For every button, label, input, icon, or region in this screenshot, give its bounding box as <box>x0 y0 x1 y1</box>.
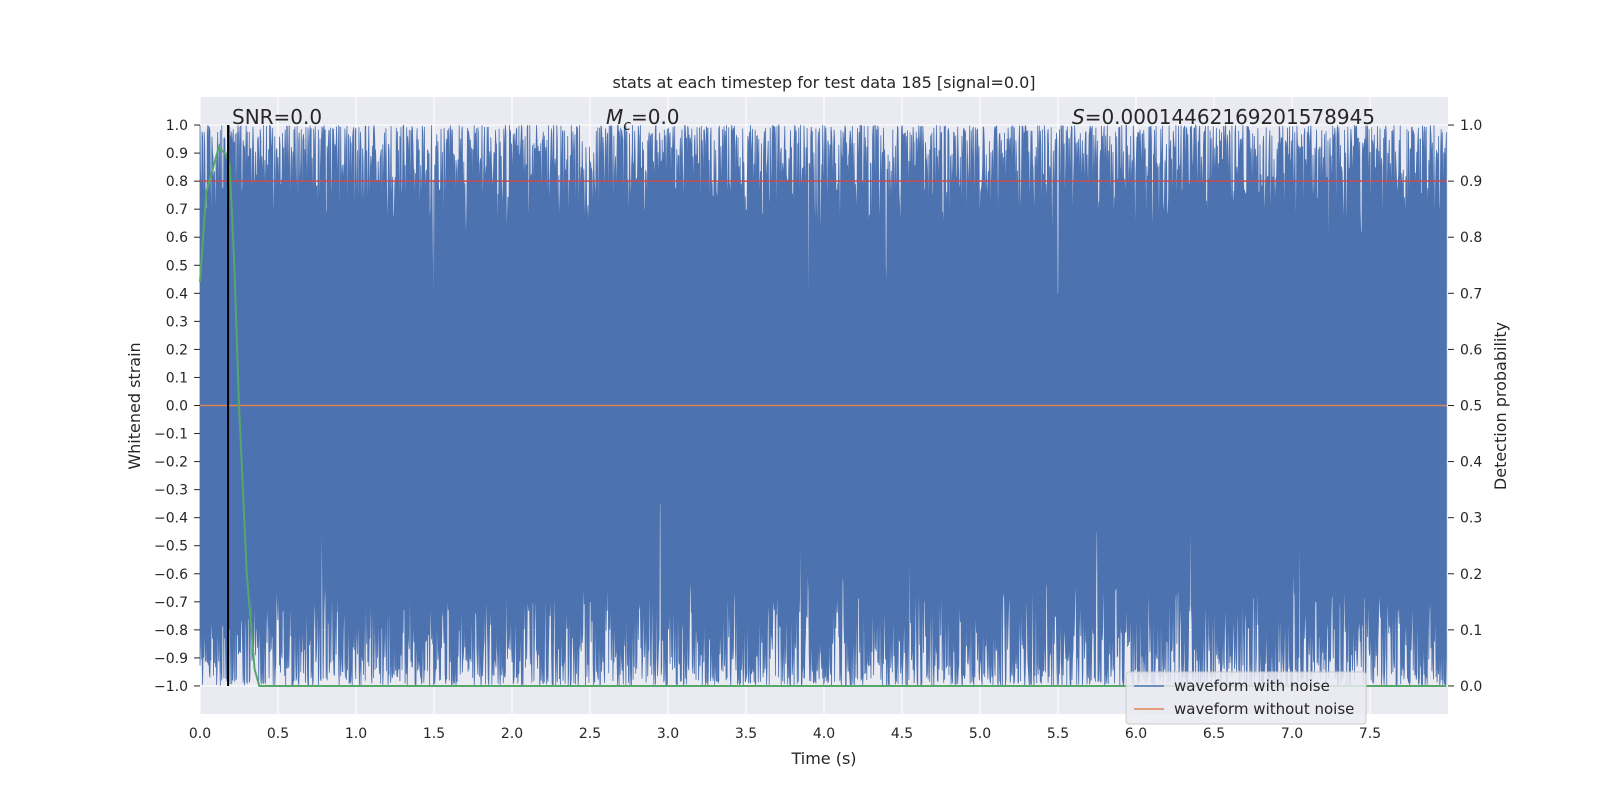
y-tick-label: 0.8 <box>166 174 188 190</box>
y-tick-label: −0.2 <box>154 455 188 471</box>
y-tick-label: 0.6 <box>166 230 188 246</box>
x-axis-ticks: 0.0 0.5 1.0 1.5 2.0 2.5 3.0 3.5 4.0 4.5 5.0 5.5 6.0 6… <box>189 726 1381 742</box>
right-axis-label: Detection probability <box>1491 322 1510 490</box>
y-tick-label: −0.3 <box>154 483 188 499</box>
x-tick-label: 3.0 <box>657 726 679 742</box>
s-value: =0.00014462169201578945 <box>1085 105 1375 129</box>
y-tick-label: 0.1 <box>166 370 188 386</box>
x-tick-label: 0.0 <box>189 726 211 742</box>
x-tick-label: 7.5 <box>1359 726 1381 742</box>
y-tick-label: 0.9 <box>166 146 188 162</box>
chirp-mass-symbol: M <box>606 105 623 129</box>
chart-title: stats at each timestep for test data 185… <box>612 73 1035 92</box>
y-tick-label: 0.7 <box>166 202 188 218</box>
x-tick-label: 6.5 <box>1203 726 1225 742</box>
chirp-mass-subscript: c <box>623 118 631 134</box>
y-tick-label: −0.1 <box>154 427 188 443</box>
y-tick-label: −0.6 <box>154 567 188 583</box>
x-tick-label: 4.0 <box>813 726 835 742</box>
x-axis-label: Time (s) <box>790 749 856 768</box>
right-axis-ticks: 1.0 0.9 0.8 0.7 0.6 0.5 0.4 0.3 0.2 0.1 0.0 <box>1448 118 1482 695</box>
x-tick-label: 0.5 <box>267 726 289 742</box>
x-tick-label: 5.5 <box>1047 726 1069 742</box>
y-tick-label: −0.5 <box>154 539 188 555</box>
legend-label-noise: waveform with noise <box>1174 677 1330 695</box>
x-tick-label: 2.5 <box>579 726 601 742</box>
x-tick-label: 5.0 <box>969 726 991 742</box>
series-layer <box>199 123 1447 688</box>
x-tick-label: 4.5 <box>891 726 913 742</box>
right-tick-label: 0.3 <box>1460 511 1482 527</box>
y-tick-label: 1.0 <box>166 118 188 134</box>
snr-annotation: SNR=0.0 <box>232 105 322 129</box>
right-tick-label: 0.0 <box>1460 679 1482 695</box>
legend: waveform with noise waveform without noi… <box>1125 671 1367 725</box>
chirp-mass-value: =0.0 <box>631 105 680 129</box>
x-tick-label: 6.0 <box>1125 726 1147 742</box>
right-tick-label: 0.7 <box>1460 286 1482 302</box>
x-tick-label: 2.0 <box>501 726 523 742</box>
right-tick-label: 0.4 <box>1460 455 1482 471</box>
y-tick-label: −0.4 <box>154 511 188 527</box>
y-tick-label: 0.0 <box>166 399 188 415</box>
x-tick-label: 3.5 <box>735 726 757 742</box>
legend-box <box>1125 671 1367 725</box>
s-annotation: S=0.00014462169201578945 <box>1072 105 1375 129</box>
right-tick-label: 0.8 <box>1460 230 1482 246</box>
y-tick-label: −0.9 <box>154 651 188 667</box>
x-tick-label: 1.0 <box>345 726 367 742</box>
s-symbol: S <box>1072 105 1085 129</box>
y-tick-label: 0.3 <box>166 314 188 330</box>
y-tick-label: −0.8 <box>154 623 188 639</box>
y-axis-label: Whitened strain <box>125 342 144 469</box>
y-tick-label: 0.2 <box>166 342 188 358</box>
right-tick-label: 0.1 <box>1460 623 1482 639</box>
right-tick-label: 0.9 <box>1460 174 1482 190</box>
right-tick-label: 0.5 <box>1460 399 1482 415</box>
x-tick-label: 7.0 <box>1281 726 1303 742</box>
y-tick-label: 0.5 <box>166 258 188 274</box>
y-tick-label: −1.0 <box>154 679 188 695</box>
right-tick-label: 0.2 <box>1460 567 1482 583</box>
legend-label-clean: waveform without noise <box>1174 700 1354 718</box>
series-detection-probability <box>199 145 1447 687</box>
y-tick-label: −0.7 <box>154 595 188 611</box>
x-tick-label: 1.5 <box>423 726 445 742</box>
right-tick-label: 1.0 <box>1460 118 1482 134</box>
chirp-mass-annotation: Mc=0.0 <box>606 105 680 134</box>
right-tick-label: 0.6 <box>1460 342 1482 358</box>
y-axis-ticks: 1.0 0.9 0.8 0.7 0.6 0.5 0.4 0.3 0.2 0.1 0.0 −0.1 −0.… <box>154 118 200 695</box>
y-tick-label: 0.4 <box>166 286 188 302</box>
